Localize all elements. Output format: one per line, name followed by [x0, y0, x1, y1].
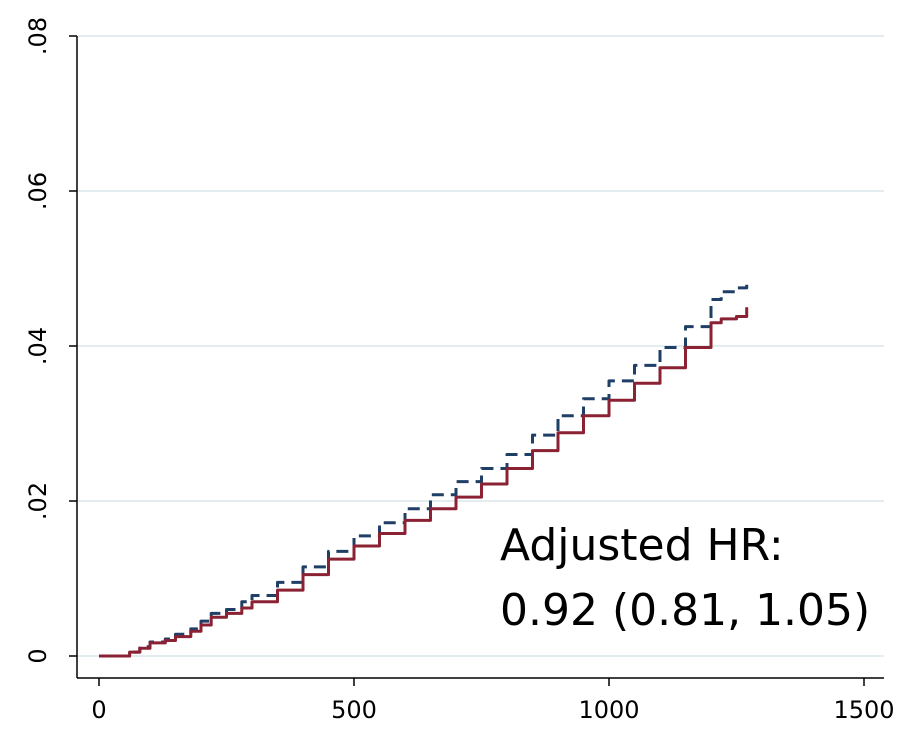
series-line-1 [99, 307, 749, 658]
y-tick-label-1: .02 [24, 482, 52, 520]
x-tick-label-2: 1000 [578, 696, 639, 724]
x-tick-label-0: 0 [91, 696, 106, 724]
y-tick-label-4: .08 [24, 17, 52, 55]
x-tick-label-3: 1500 [833, 696, 894, 724]
annotation-line-2: 0.92 (0.81, 1.05) [500, 585, 870, 636]
series-line-0 [99, 284, 749, 658]
y-tick-label-3: .06 [24, 172, 52, 210]
series-lines [99, 284, 749, 658]
gridlines [77, 35, 884, 657]
y-tick-label-2: .04 [24, 327, 52, 365]
x-tick-label-1: 500 [331, 696, 377, 724]
axes: 0 .02 .04 .06 .08 0 500 1000 1500 [24, 17, 895, 724]
annotation: Adjusted HR: 0.92 (0.81, 1.05) [500, 520, 870, 636]
y-tick-label-0: 0 [24, 648, 52, 663]
annotation-line-1: Adjusted HR: [500, 520, 784, 571]
